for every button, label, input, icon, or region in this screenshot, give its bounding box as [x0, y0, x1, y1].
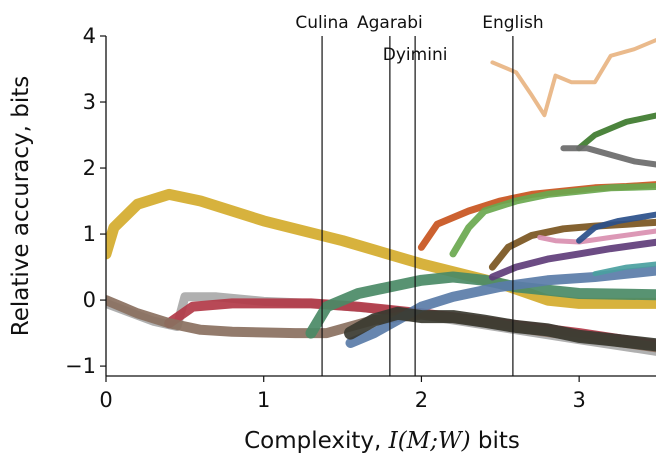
vline-label-0: Culina — [295, 13, 348, 33]
y-tick-label-5: 4 — [83, 24, 96, 48]
y-tick-label-3: 2 — [83, 156, 96, 180]
y-tick-label-4: 3 — [83, 90, 96, 114]
y-tick-label-1: 0 — [83, 288, 96, 312]
x-tick-label-3: 3 — [572, 388, 585, 412]
vline-label-2: Dyimini — [383, 45, 448, 65]
series-line-8 — [449, 183, 656, 258]
series-line-14 — [560, 145, 656, 168]
y-tick-label-2: 1 — [83, 222, 96, 246]
x-tick-label-2: 2 — [415, 388, 428, 412]
series-line-13 — [576, 112, 656, 152]
series-line-6 — [344, 306, 656, 352]
y-axis-title: Relative accuracy, bits — [8, 76, 34, 336]
series-line-16 — [490, 37, 656, 118]
series-line-2 — [106, 188, 656, 309]
x-axis-title-unit: bits — [471, 428, 520, 454]
series-layer — [106, 37, 656, 356]
series-line-10 — [488, 238, 656, 281]
y-tick-label-0: −1 — [65, 354, 96, 378]
vline-label-1: Agarabi — [357, 13, 423, 33]
series-line-12 — [576, 211, 656, 244]
series-line-5 — [345, 265, 656, 348]
series-line-4 — [305, 271, 656, 339]
vline-layer: Culina Agarabi Dyimini English — [295, 13, 544, 376]
x-tick-label-1: 1 — [257, 388, 270, 412]
x-axis-title-math: I(M;W) — [388, 428, 471, 454]
vline-label-3: English — [482, 13, 543, 33]
x-axis-title-text: Complexity, — [244, 428, 389, 454]
series-line-15 — [592, 261, 656, 277]
x-axis-title: Complexity, I(M;W) bits — [244, 428, 520, 454]
axis-layer — [105, 36, 656, 377]
x-tick-label-0: 0 — [99, 388, 112, 412]
series-line-9 — [488, 218, 656, 271]
